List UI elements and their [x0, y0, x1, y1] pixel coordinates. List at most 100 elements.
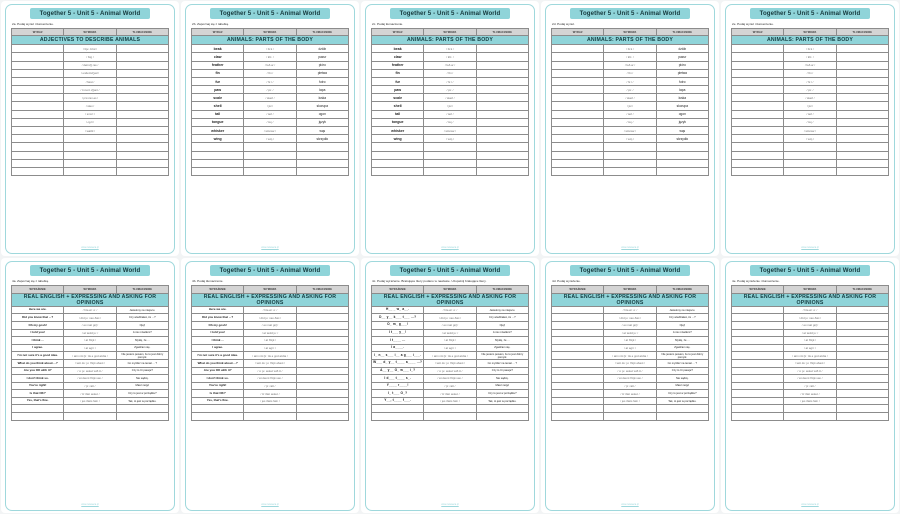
- cell-word[interactable]: D__ y__ k___ t___ ...?: [370, 313, 425, 322]
- cell-word[interactable]: [550, 52, 605, 62]
- cell-translation[interactable]: Nie jestem pewien, że to jest dobry pomy…: [655, 351, 710, 360]
- cell-pronunciation[interactable]: / fɜːr /: [243, 76, 297, 87]
- cell-pronunciation[interactable]: / fɪn /: [423, 68, 477, 78]
- cell-translation[interactable]: [835, 389, 890, 398]
- cell-translation[interactable]: Czy to jest w porządku?: [475, 389, 530, 398]
- cell-word[interactable]: claw: [370, 52, 425, 62]
- cell-pronunciation[interactable]: / aɪ təʊld juː /: [423, 328, 477, 338]
- cell-translation[interactable]: Czy wiedziałeś, że ...?: [655, 313, 710, 322]
- cell-pronunciation[interactable]: / klɔː /: [423, 52, 477, 62]
- cell-pronunciation[interactable]: / jes ðæts faɪn /: [423, 396, 477, 406]
- cell-translation[interactable]: [835, 142, 890, 152]
- cell-pronunciation[interactable]: / feð.ər /: [783, 60, 837, 70]
- cell-pronunciation[interactable]: / jɔː raɪt /: [243, 381, 297, 391]
- cell-word[interactable]: I a____.: [370, 343, 425, 353]
- cell-translation[interactable]: język: [655, 117, 710, 128]
- cell-pronunciation[interactable]: [603, 412, 657, 421]
- cell-translation[interactable]: [115, 166, 170, 177]
- cell-word[interactable]: shell: [370, 101, 425, 111]
- cell-word[interactable]: [10, 60, 65, 70]
- cell-word[interactable]: [10, 85, 65, 95]
- cell-word[interactable]: [550, 142, 605, 152]
- cell-word[interactable]: [10, 412, 65, 421]
- cell-pronunciation[interactable]: [603, 150, 657, 160]
- cell-pronunciation[interactable]: / wɪs.kər /: [783, 126, 837, 136]
- cell-translation[interactable]: skorupa: [655, 101, 710, 111]
- cell-word[interactable]: [730, 396, 785, 406]
- cell-translation[interactable]: łuska: [295, 93, 350, 103]
- cell-translation[interactable]: [115, 412, 170, 421]
- cell-pronunciation[interactable]: / əʊ maɪ ɡɒʃ /: [783, 320, 837, 330]
- cell-pronunciation[interactable]: / aɪ təʊld juː /: [63, 328, 117, 338]
- cell-translation[interactable]: [835, 76, 890, 87]
- cell-word[interactable]: I_ n__ s___ i__ a g___ i___.: [370, 351, 425, 360]
- cell-word[interactable]: [10, 126, 65, 136]
- cell-translation[interactable]: płetwa: [655, 68, 710, 78]
- cell-pronunciation[interactable]: / fɜːr /: [783, 76, 837, 87]
- cell-word[interactable]: [550, 381, 605, 391]
- cell-pronunciation[interactable]: / wɒt duː juː θɪŋk əbaʊt /: [603, 358, 657, 368]
- cell-pronunciation[interactable]: / feð.ər /: [423, 60, 477, 70]
- cell-translation[interactable]: [835, 320, 890, 330]
- cell-pronunciation[interactable]: / aɪm nɒt ʃɔː ɪts ə ɡʊd aɪdɪə /: [63, 351, 117, 360]
- cell-translation[interactable]: Co myślisz na temat ... ?: [475, 358, 530, 368]
- cell-word[interactable]: wing: [370, 134, 425, 144]
- cell-translation[interactable]: [835, 374, 890, 383]
- cell-pronunciation[interactable]: / dɪd juː nəʊ ðæt /: [603, 313, 657, 322]
- cell-word[interactable]: You're right!: [190, 381, 245, 391]
- cell-pronunciation[interactable]: / wɒt duː juː θɪŋk əbaʊt /: [783, 358, 837, 368]
- cell-pronunciation[interactable]: / smɔːl /: [63, 109, 117, 119]
- cell-pronunciation[interactable]: / teɪl /: [423, 109, 477, 119]
- cell-translation[interactable]: [835, 126, 890, 136]
- cell-word[interactable]: [730, 404, 785, 414]
- cell-word[interactable]: Did you know that ...?: [190, 313, 245, 322]
- cell-translation[interactable]: Tak, to jest w porządku.: [115, 396, 170, 406]
- cell-translation[interactable]: pióro: [655, 60, 710, 70]
- cell-translation[interactable]: [835, 101, 890, 111]
- cell-word[interactable]: tail: [190, 109, 245, 119]
- cell-translation[interactable]: Masz rację!: [475, 381, 530, 391]
- cell-pronunciation[interactable]: / jes ðæts faɪn /: [63, 396, 117, 406]
- cell-translation[interactable]: [655, 412, 710, 421]
- cell-word[interactable]: [190, 404, 245, 414]
- cell-word[interactable]: I'm not sure it's a good idea.: [190, 351, 245, 360]
- cell-pronunciation[interactable]: / jɔː raɪt /: [63, 381, 117, 391]
- cell-pronunciation[interactable]: / wɪs.kər /: [603, 126, 657, 136]
- cell-pronunciation[interactable]: / waɪld /: [63, 126, 117, 136]
- cell-pronunciation[interactable]: / wɪŋ /: [243, 134, 297, 144]
- cell-translation[interactable]: [835, 134, 890, 144]
- footer-link[interactable]: www.nowaera.pl: [261, 246, 279, 249]
- cell-translation[interactable]: [655, 166, 710, 177]
- footer-link[interactable]: www.nowaera.pl: [441, 246, 459, 249]
- cell-pronunciation[interactable]: / dɪd juː nəʊ ðæt /: [423, 313, 477, 322]
- cell-pronunciation[interactable]: / ɪz ðæt əʊkeɪ /: [603, 389, 657, 398]
- cell-word[interactable]: I t____ ...: [370, 336, 425, 345]
- cell-pronunciation[interactable]: / aɪ dəʊnt θɪŋk səʊ /: [783, 374, 837, 383]
- cell-word[interactable]: [10, 68, 65, 78]
- cell-word[interactable]: [550, 109, 605, 119]
- cell-translation[interactable]: Jesteśmy na miejscu.: [475, 305, 530, 315]
- cell-pronunciation[interactable]: / ʃel /: [423, 101, 477, 111]
- cell-translation[interactable]: [835, 166, 890, 177]
- cell-pronunciation[interactable]: / pɔː /: [243, 85, 297, 95]
- cell-translation[interactable]: Ojej!: [475, 320, 530, 330]
- cell-pronunciation[interactable]: / teɪl /: [603, 109, 657, 119]
- cell-word[interactable]: I'm not sure it's a good idea.: [10, 351, 65, 360]
- cell-translation[interactable]: [835, 60, 890, 70]
- cell-word[interactable]: [370, 412, 425, 421]
- cell-pronunciation[interactable]: / wɒt duː juː θɪŋk əbaʊt /: [243, 358, 297, 368]
- cell-translation[interactable]: skrzydło: [295, 134, 350, 144]
- footer-link[interactable]: www.nowaera.pl: [81, 246, 99, 249]
- cell-pronunciation[interactable]: / feð.ər /: [243, 60, 297, 70]
- cell-translation[interactable]: [115, 76, 170, 87]
- cell-translation[interactable]: Nie sądzę.: [115, 374, 170, 383]
- cell-word[interactable]: I don't think so.: [190, 374, 245, 383]
- cell-pronunciation[interactable]: [603, 142, 657, 152]
- cell-translation[interactable]: [475, 134, 530, 144]
- cell-word[interactable]: [10, 93, 65, 103]
- cell-word[interactable]: Are you OK with it?: [190, 366, 245, 376]
- cell-pronunciation[interactable]: [783, 158, 837, 168]
- cell-translation[interactable]: Ojej!: [115, 320, 170, 330]
- cell-translation[interactable]: [835, 117, 890, 128]
- cell-word[interactable]: [10, 134, 65, 144]
